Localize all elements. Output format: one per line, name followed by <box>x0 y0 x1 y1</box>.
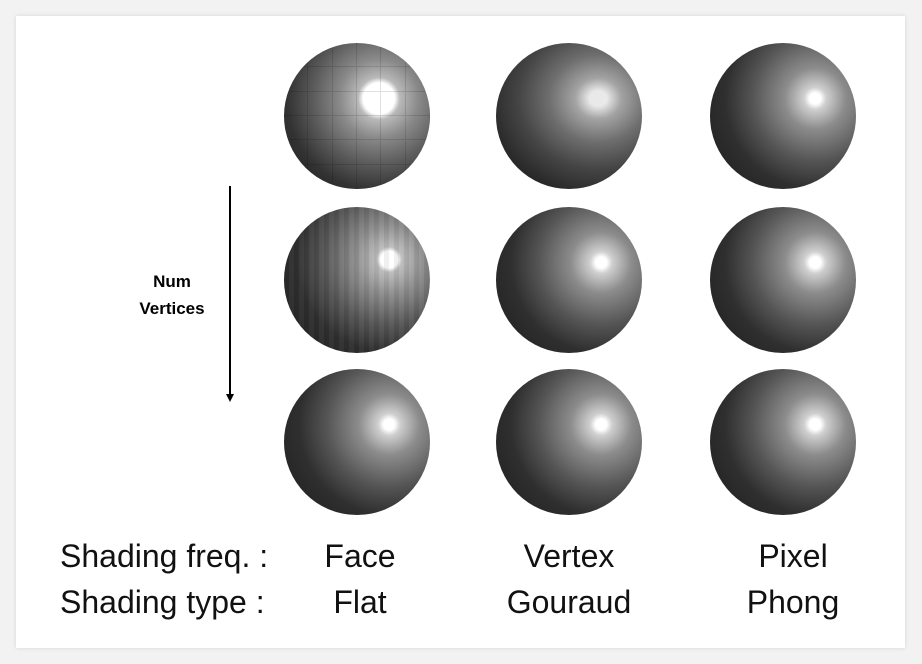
col-flat-type: Flat <box>333 584 386 621</box>
shading-freq-label: Shading freq. : <box>60 538 268 575</box>
col-face-freq: Face <box>324 538 395 575</box>
col-pixel-freq: Pixel <box>758 538 827 575</box>
sphere-flat-high-vertices <box>284 369 430 515</box>
shading-type-label: Shading type : <box>60 584 265 621</box>
sphere-flat-low-vertices <box>284 43 430 189</box>
sphere-gouraud-high-vertices <box>496 369 642 515</box>
arrow-head-icon <box>226 394 234 402</box>
col-gouraud-type: Gouraud <box>507 584 632 621</box>
sphere-phong-high-vertices <box>710 369 856 515</box>
axis-label-line2: Vertices <box>122 295 222 322</box>
sphere-phong-mid-vertices <box>710 207 856 353</box>
axis-label-line1: Num <box>122 268 222 295</box>
col-vertex-freq: Vertex <box>524 538 615 575</box>
col-phong-type: Phong <box>747 584 840 621</box>
sphere-gouraud-mid-vertices <box>496 207 642 353</box>
sphere-gouraud-low-vertices <box>496 43 642 189</box>
num-vertices-label: Num Vertices <box>122 268 222 322</box>
sphere-phong-low-vertices <box>710 43 856 189</box>
num-vertices-arrow <box>229 186 231 396</box>
sphere-flat-mid-vertices <box>284 207 430 353</box>
